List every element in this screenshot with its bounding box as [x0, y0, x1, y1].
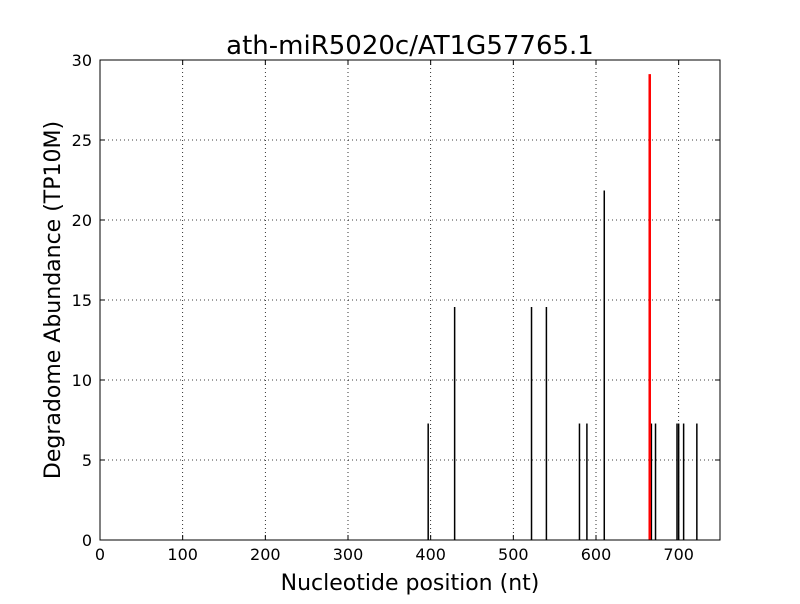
y-tick-label: 0: [82, 531, 92, 550]
y-tick-label: 15: [72, 291, 92, 310]
x-tick-label: 300: [333, 545, 364, 564]
y-tick-label: 20: [72, 211, 92, 230]
x-tick-label: 700: [663, 545, 694, 564]
x-tick-label: 600: [581, 545, 612, 564]
x-tick-label: 200: [250, 545, 281, 564]
x-tick-label: 500: [498, 545, 529, 564]
x-tick-label: 100: [167, 545, 198, 564]
chart-title: ath-miR5020c/AT1G57765.1: [226, 31, 594, 61]
y-tick-label: 5: [82, 451, 92, 470]
ticks: 0 100 200 300 400 500 600 700 0 5 10 15 20 25 30: [72, 51, 720, 564]
data-marks: [427, 74, 698, 540]
x-axis-label: Nucleotide position (nt): [281, 571, 540, 596]
y-tick-label: 10: [72, 371, 92, 390]
x-tick-label: 0: [95, 545, 105, 564]
y-tick-label: 25: [72, 131, 92, 150]
x-tick-label: 400: [415, 545, 446, 564]
y-tick-label: 30: [72, 51, 92, 70]
y-axis-label: Degradome Abundance (TP10M): [41, 121, 66, 479]
